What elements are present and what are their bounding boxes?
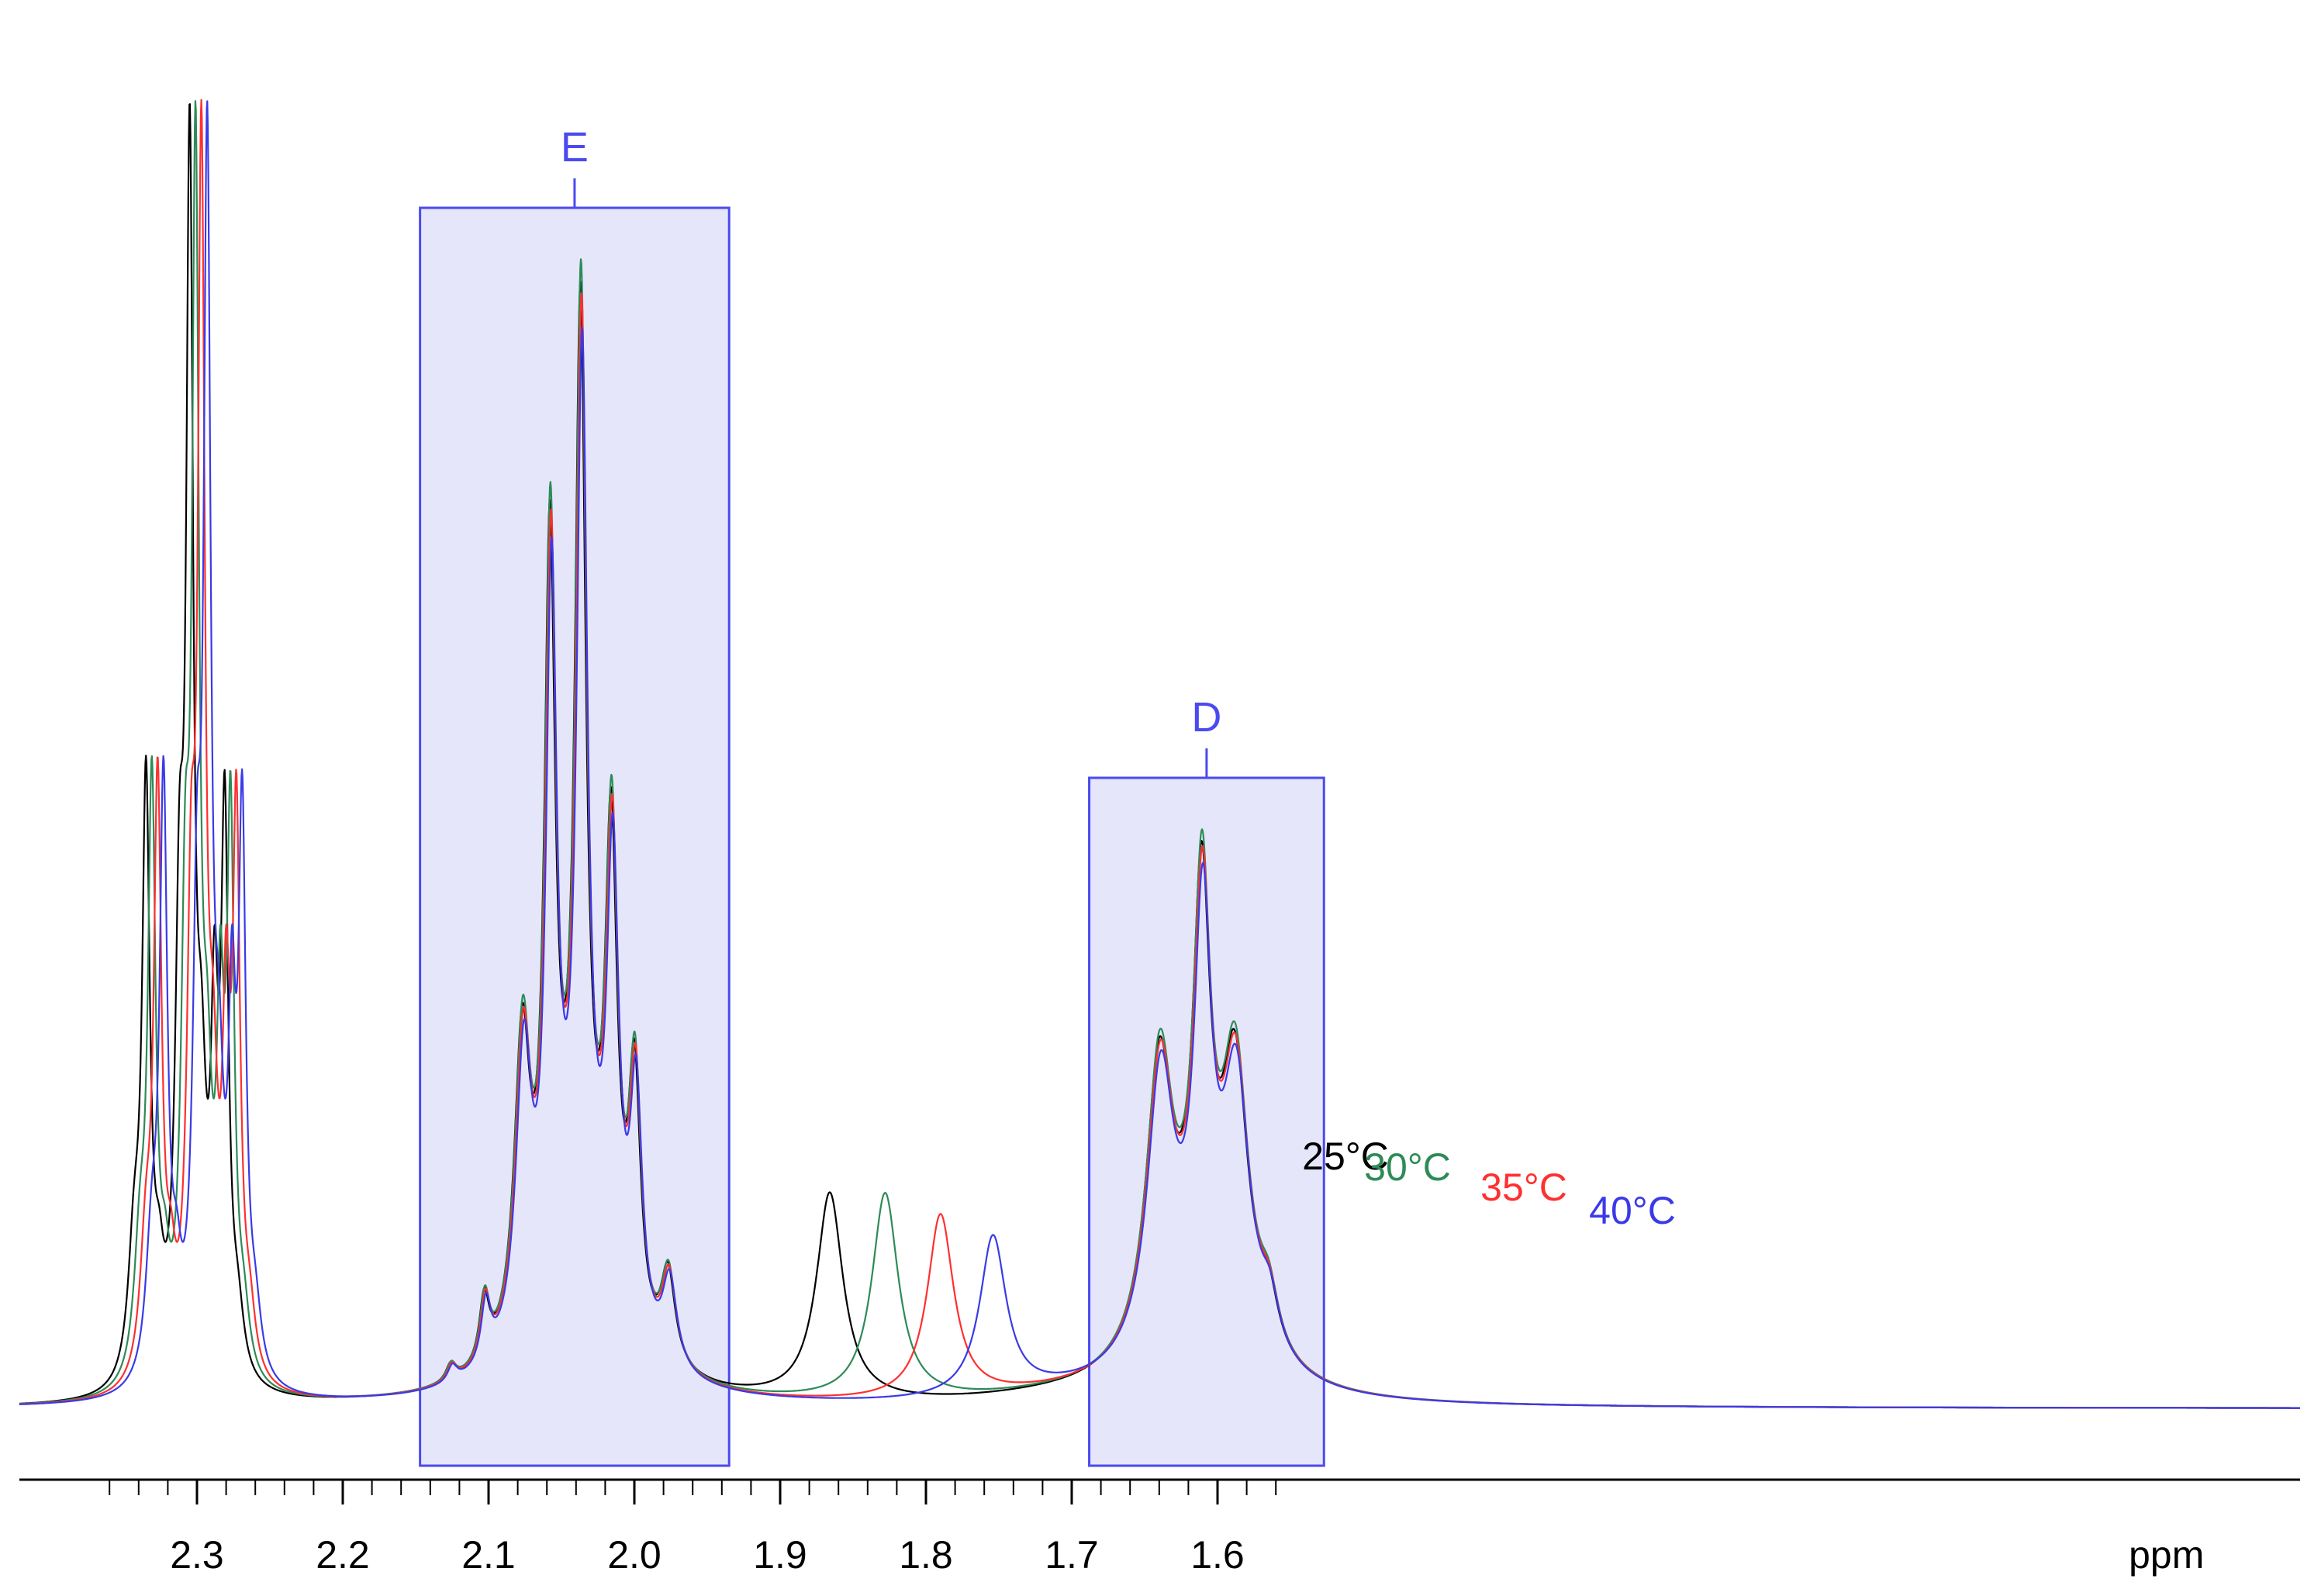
series-labels: 25°C30°C 35°C 40°C	[1302, 1135, 1676, 1232]
series-label-3: 35°C	[1480, 1166, 1567, 1209]
tick-label: 2.3	[170, 1533, 224, 1577]
series-line-4	[19, 100, 2301, 1409]
tick-label: 2.0	[607, 1533, 661, 1577]
x-axis-label: ppm	[2129, 1533, 2204, 1577]
tick-label: 1.9	[753, 1533, 807, 1577]
region-d-label: D	[1191, 694, 1221, 741]
series-label-2: 30°C	[1364, 1145, 1451, 1189]
tick-label: 1.8	[899, 1533, 953, 1577]
tick-label: 2.1	[461, 1533, 516, 1577]
series-label-1: 25°C	[1302, 1135, 1389, 1178]
x-axis-ticks: 2.3 2.2 2.1 2.0 1.9 1.8 1.7 1.6	[109, 1480, 1277, 1577]
series-label-4: 40°C	[1589, 1189, 1676, 1232]
tick-label: 2.2	[316, 1533, 370, 1577]
tick-label: 1.6	[1190, 1533, 1245, 1577]
tick-label: 1.7	[1045, 1533, 1099, 1577]
spectra-series	[19, 98, 2301, 1409]
highlight-regions: ED	[419, 124, 1325, 1467]
region-e-label: E	[561, 124, 589, 171]
